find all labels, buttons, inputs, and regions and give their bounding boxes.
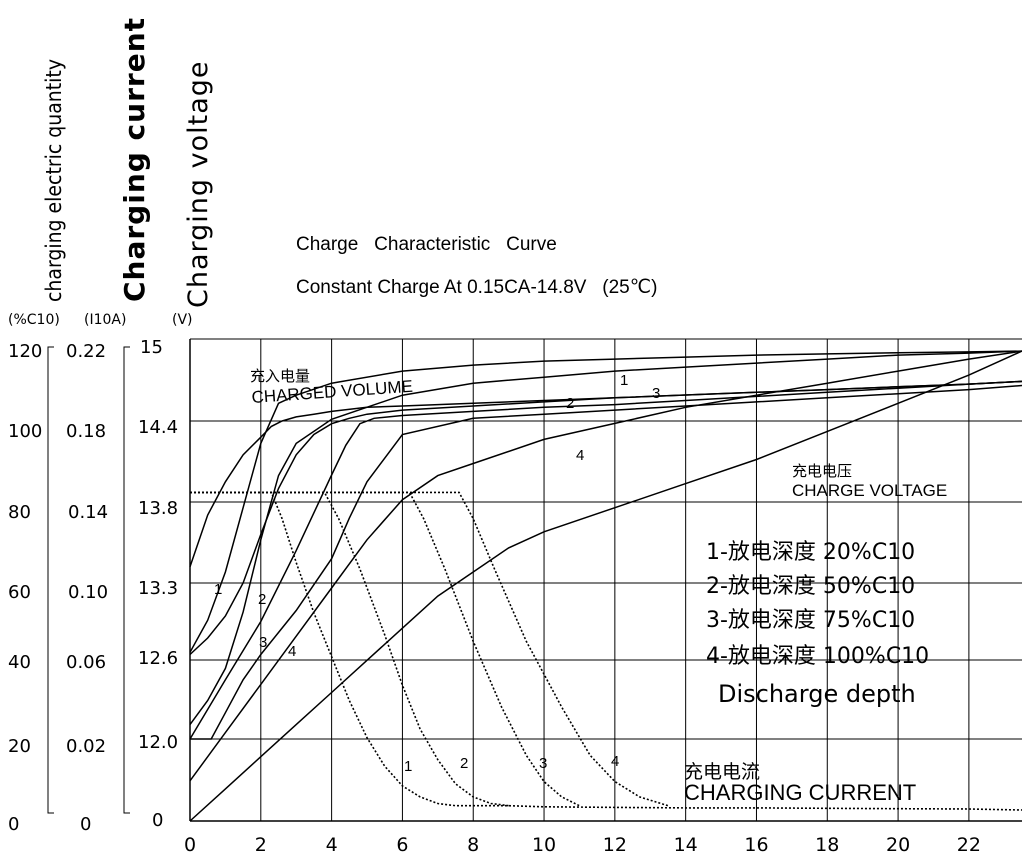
current-tick-label: 0.22 <box>66 341 106 362</box>
x-tick-label: 12 <box>603 834 627 856</box>
x-tick-label: 0 <box>184 834 196 856</box>
curve-label: 1 <box>404 758 412 775</box>
voltage-tick-label: 0 <box>152 810 163 831</box>
x-tick-label: 10 <box>532 834 556 856</box>
curve-label: 4 <box>576 447 584 464</box>
charging-voltage-series-2 <box>189 380 1022 656</box>
voltage-tick-label: 15 <box>140 337 163 358</box>
x-tick-label: 18 <box>815 834 839 856</box>
voltage-tick-label: 12.6 <box>138 648 178 669</box>
quantity-tick-label: 40 <box>8 652 31 673</box>
charged-volume-series-2 <box>189 350 1022 726</box>
curve-label: 3 <box>652 385 660 402</box>
charging-current-series-4 <box>190 491 669 807</box>
chart-subtitle: Constant Charge At 0.15CA-14.8V (25℃) <box>296 277 658 298</box>
charge-voltage-label: CHARGE VOLTAGE <box>792 481 947 500</box>
x-tick-label: 2 <box>255 834 267 856</box>
charging-current-cn-label: 充电电流 <box>684 761 760 783</box>
charging-voltage-series-3 <box>189 380 1022 740</box>
voltage-unit: (V) <box>172 312 193 328</box>
current-axis-line <box>123 346 130 814</box>
x-tick-label: 22 <box>957 834 981 856</box>
charge-voltage-cn-label: 充电电压 <box>792 463 852 480</box>
quantity-tick-label: 0 <box>8 814 19 835</box>
x-tick-label: 14 <box>674 834 698 856</box>
current-tick-label: 0.02 <box>66 736 106 757</box>
charged-volume-series-3 <box>189 350 1022 782</box>
x-tick-label: 6 <box>396 834 408 856</box>
x-tick-label: 20 <box>886 834 910 856</box>
chart-axes: 0 2 4 6 8 10 12 14 16 18 20 221201008060402000.220.… <box>8 337 1022 856</box>
charging-current-series-3 <box>190 491 580 807</box>
legend-item-2: 2-放电深度 50%C10 <box>706 574 916 599</box>
x-tick-label: 4 <box>326 834 338 856</box>
curve-label: 2 <box>566 395 574 412</box>
curve-label: 2 <box>460 755 468 772</box>
current-unit: (I10A) <box>84 312 127 328</box>
charging-current-series-2 <box>190 491 509 807</box>
charging-current-series-1 <box>190 491 1022 811</box>
voltage-tick-label: 14.4 <box>138 417 178 438</box>
x-tick-label: 8 <box>467 834 479 856</box>
charged-volume-series-1 <box>189 350 1022 653</box>
charging-voltage-series-4 <box>190 384 1022 740</box>
curve-label: 1 <box>620 372 628 389</box>
curve-label: 2 <box>258 591 266 608</box>
curve-label: 3 <box>259 634 267 651</box>
curve-label: 1 <box>214 581 222 598</box>
legend-item-3: 3-放电深度 75%C10 <box>706 608 916 633</box>
legend-item-1: 1-放电深度 20%C10 <box>706 540 916 565</box>
quantity-unit: (%C10) <box>8 312 60 328</box>
legend-item-4: 4-放电深度 100%C10 <box>706 644 930 669</box>
current-tick-label: 0.18 <box>66 421 106 442</box>
legend-footer: Discharge depth <box>718 680 916 708</box>
curve-label: 4 <box>288 643 296 660</box>
chart-title: Charge Characteristic Curve <box>296 234 557 255</box>
voltage-tick-label: 12.0 <box>138 732 178 753</box>
quantity-axis-line <box>47 346 54 814</box>
voltage-tick-label: 13.3 <box>138 578 178 599</box>
charging-current-label: CHARGING CURRENT <box>684 780 916 805</box>
current-tick-label: 0.10 <box>68 582 108 603</box>
quantity-tick-label: 80 <box>8 502 31 523</box>
curve-label: 4 <box>611 753 619 770</box>
quantity-tick-label: 100 <box>8 421 42 442</box>
series-layer <box>189 350 1022 822</box>
charged-volume-series-4 <box>189 350 1022 822</box>
curve-label: 3 <box>539 755 547 772</box>
quantity-tick-label: 60 <box>8 582 31 603</box>
quantity-tick-label: 20 <box>8 736 31 757</box>
voltage-tick-label: 13.8 <box>138 498 178 519</box>
x-tick-label: 16 <box>744 834 768 856</box>
charged-volume-cn-label: 充入电量 <box>250 368 310 385</box>
current-tick-label: 0.14 <box>68 502 108 523</box>
current-tick-label: 0 <box>80 814 91 835</box>
current-tick-label: 0.06 <box>66 652 106 673</box>
quantity-tick-label: 120 <box>8 341 42 362</box>
